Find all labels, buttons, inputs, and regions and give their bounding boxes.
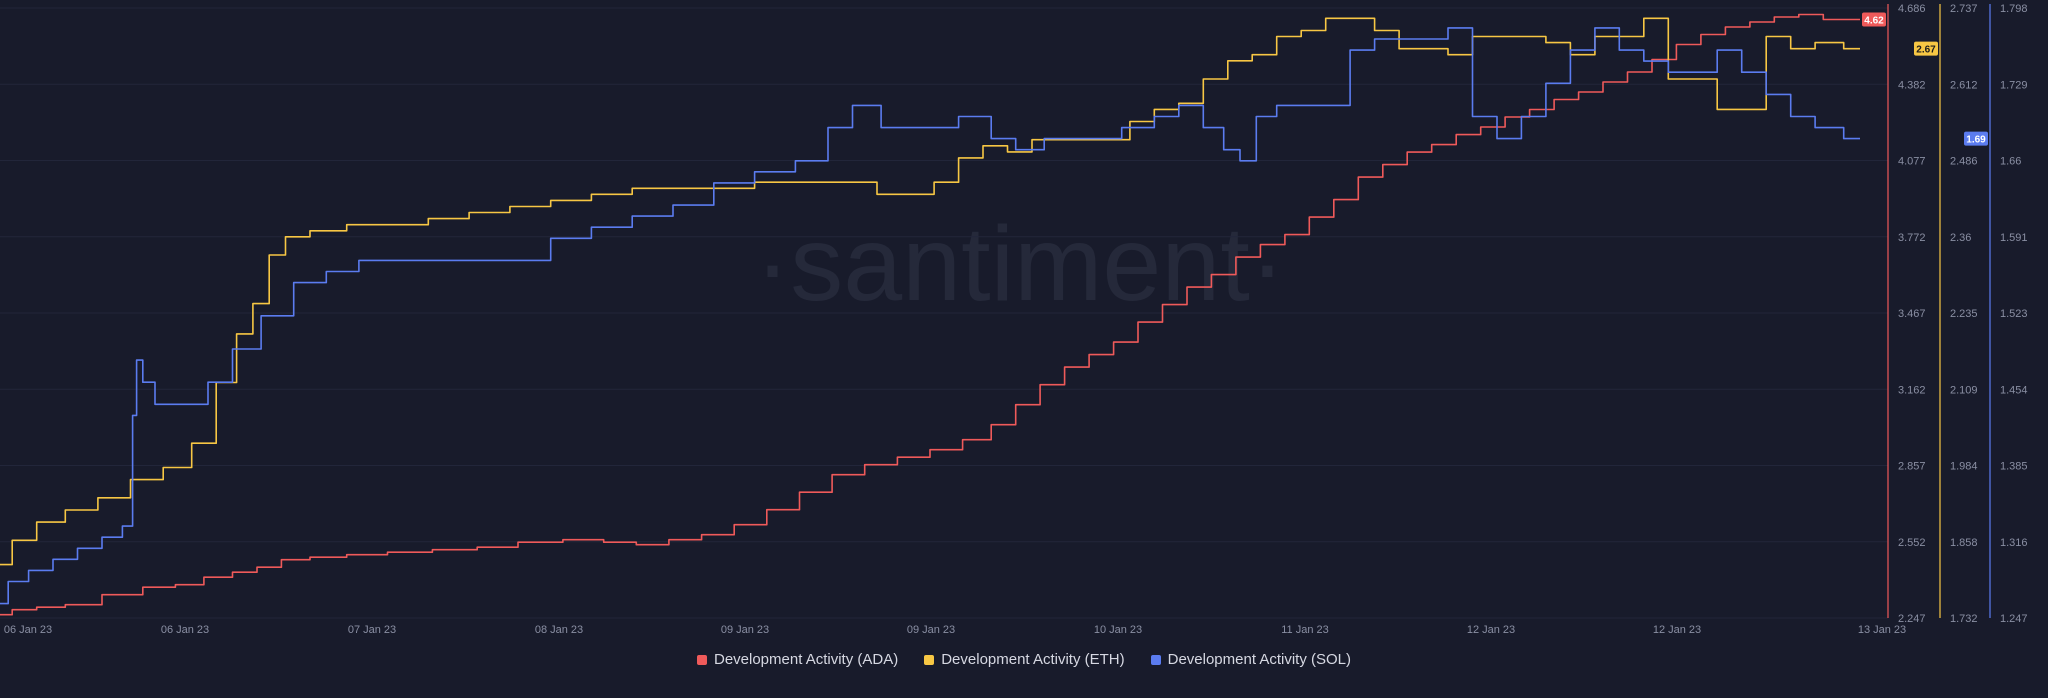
y-tick-label-eth: 2.486 [1950, 156, 1978, 168]
y-tick-label-ada: 2.552 [1898, 537, 1926, 549]
value-tag-label-eth: 2.67 [1916, 45, 1936, 56]
y-tick-label-eth: 1.732 [1950, 613, 1978, 625]
y-tick-label-sol: 1.454 [2000, 384, 2028, 396]
legend-item-sol[interactable]: Development Activity (SOL) [1150, 651, 1352, 668]
x-tick-label: 09 Jan 23 [721, 624, 769, 636]
y-tick-label-sol: 1.247 [2000, 613, 2028, 625]
y-tick-label-ada: 3.162 [1898, 384, 1926, 396]
x-axis-ticks: 06 Jan 23 06 Jan 23 07 Jan 23 08 Jan 23 09 J… [4, 624, 1906, 636]
y-tick-label-ada: 4.686 [1898, 3, 1926, 15]
y-tick-label-eth: 2.737 [1950, 3, 1978, 15]
y-tick-label-eth: 2.109 [1950, 384, 1978, 396]
x-tick-label: 12 Jan 23 [1653, 624, 1701, 636]
x-tick-label: 12 Jan 23 [1467, 624, 1515, 636]
legend-item-eth[interactable]: Development Activity (ETH) [924, 651, 1125, 668]
x-tick-label: 10 Jan 23 [1094, 624, 1142, 636]
x-tick-label: 13 Jan 23 [1858, 624, 1906, 636]
value-tag-eth [1914, 41, 1938, 56]
y-tick-label-sol: 1.729 [2000, 79, 2028, 91]
y-tick-label-sol: 1.385 [2000, 461, 2028, 473]
y-tick-label-eth: 2.612 [1950, 79, 1978, 91]
y-tick-label-sol: 1.591 [2000, 232, 2028, 244]
x-tick-label: 06 Jan 23 [161, 624, 209, 636]
value-tag-label-sol: 1.69 [1966, 135, 1986, 146]
y-tick-label-ada: 4.382 [1898, 79, 1926, 91]
legend-label: Development Activity (SOL) [1167, 651, 1352, 668]
legend-swatch [924, 654, 935, 665]
y-tick-label-ada: 3.467 [1898, 308, 1926, 320]
value-tag-label-ada: 4.62 [1864, 16, 1884, 27]
y-tick-label-ada: 2.857 [1898, 461, 1926, 473]
series-line-ada [0, 13, 1860, 616]
series-line-sol [0, 27, 1860, 605]
y-tick-label-eth: 2.235 [1950, 308, 1978, 320]
watermark: ·santiment· [755, 205, 1285, 323]
axis-layer: 4.686 4.382 4.077 3.772 3.467 3.162 2.857 2.552… [1862, 3, 2028, 625]
legend-label: Development Activity (ETH) [941, 651, 1125, 668]
y-tick-label-ada: 4.077 [1898, 156, 1926, 168]
x-tick-label: 08 Jan 23 [535, 624, 583, 636]
legend-swatch [696, 654, 707, 665]
x-tick-label: 06 Jan 23 [4, 624, 52, 636]
grid-layer [0, 7, 1888, 619]
y-tick-label-ada: 3.772 [1898, 232, 1926, 244]
y-tick-label-eth: 1.984 [1950, 461, 1978, 473]
value-tag-ada [1862, 12, 1886, 27]
x-tick-label: 07 Jan 23 [348, 624, 396, 636]
y-tick-label-sol: 1.316 [2000, 537, 2028, 549]
series-line-eth [0, 17, 1860, 566]
value-tag-sol [1964, 131, 1988, 146]
x-tick-label: 11 Jan 23 [1281, 624, 1329, 636]
y-tick-label-sol: 1.523 [2000, 308, 2028, 320]
y-tick-label-eth: 2.36 [1950, 232, 1971, 244]
legend-item-ada[interactable]: Development Activity (ADA) [696, 651, 899, 668]
y-tick-label-sol: 1.798 [2000, 3, 2028, 15]
y-tick-label-sol: 1.66 [2000, 156, 2021, 168]
y-tick-label-eth: 1.858 [1950, 537, 1978, 549]
x-tick-label: 09 Jan 23 [907, 624, 955, 636]
legend-label: Development Activity (ADA) [713, 651, 899, 668]
legend-swatch [1150, 654, 1161, 665]
y-tick-label-ada: 2.247 [1898, 613, 1926, 625]
legend: Development Activity (ADA) Development Ac… [0, 651, 2048, 668]
series-layer [0, 13, 1860, 616]
